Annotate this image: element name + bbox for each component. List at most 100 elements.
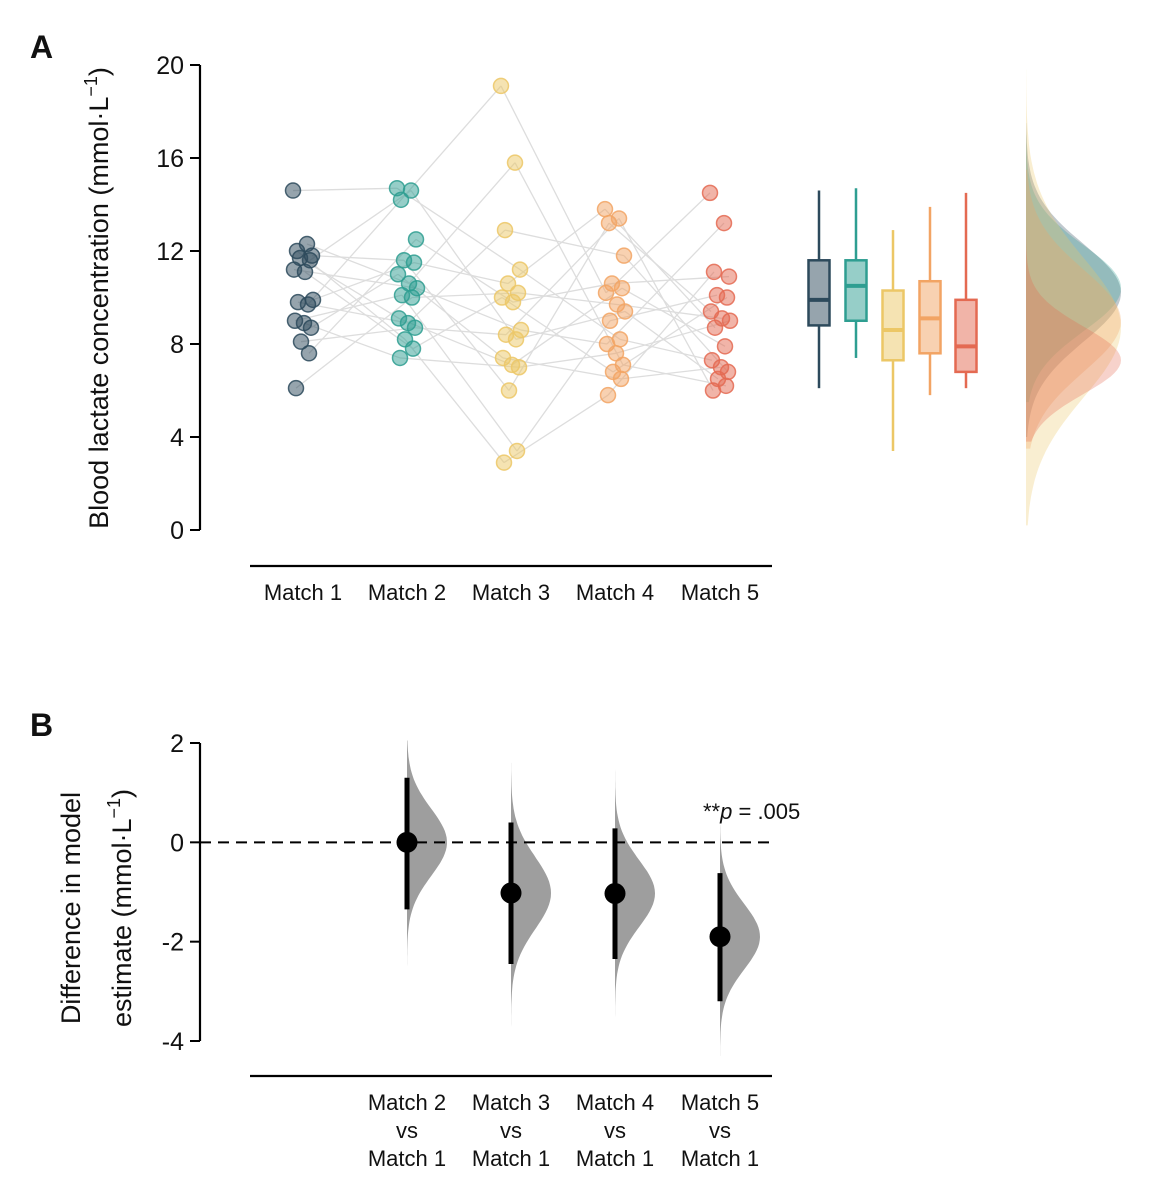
panel-b-intervals (396, 777, 731, 1002)
data-point (292, 333, 310, 350)
pair-line (622, 364, 727, 387)
pair-line (514, 162, 624, 366)
data-point (511, 261, 529, 278)
pair-line (412, 296, 503, 350)
pair-line (408, 162, 516, 284)
pair-line (518, 352, 617, 368)
pair-line (519, 269, 621, 340)
data-point (499, 275, 517, 292)
pair-line (620, 366, 722, 380)
box-iqr (844, 259, 868, 322)
data-point (296, 263, 314, 281)
data-point (721, 312, 739, 329)
data-point (510, 359, 528, 376)
data-point (287, 379, 305, 397)
data-point (496, 221, 514, 239)
y-tick-label: 16 (156, 145, 184, 173)
data-point (299, 296, 317, 313)
panel-a-y-axis-title: Blood lactate concentration (mmol·L−1) (81, 67, 114, 529)
pair-line (511, 287, 623, 366)
pair-line (303, 322, 401, 359)
data-point (302, 319, 320, 336)
data-point (612, 370, 630, 388)
panel-a-x-labels: Match 1 Match 2 Match 3 Match 4 Match 5 (264, 580, 759, 605)
pair-line (516, 320, 611, 452)
posterior-density (407, 740, 447, 967)
pair-line (396, 187, 521, 271)
y-tick-label: 4 (170, 424, 184, 452)
data-point (300, 345, 318, 362)
box-iqr (881, 289, 905, 362)
y-tick-label: -2 (162, 929, 184, 957)
pair-line (410, 190, 517, 340)
pair-line (416, 287, 522, 331)
x-category-label: Match 1 (472, 1146, 550, 1171)
pair-line (606, 222, 725, 345)
pair-line (400, 85, 502, 201)
data-point (389, 266, 407, 283)
pair-line (608, 222, 712, 312)
pair-line (404, 338, 505, 463)
pair-line (605, 192, 711, 294)
pair-line (500, 85, 607, 294)
pair-line (311, 255, 405, 261)
data-point (284, 182, 302, 199)
box-iqr (954, 298, 978, 374)
data-point (405, 254, 423, 271)
data-point (716, 338, 734, 355)
pair-line (414, 327, 507, 336)
y-tick-label: -4 (162, 1028, 184, 1056)
x-category-label: Match 4 (576, 1090, 654, 1115)
y-tick-label: 20 (156, 52, 184, 80)
density-curve (1026, 69, 1121, 526)
x-category-label: vs (396, 1118, 418, 1143)
data-point (616, 303, 634, 320)
pair-line (501, 296, 614, 373)
pair-line (401, 294, 518, 452)
y-tick-label: 0 (170, 829, 184, 857)
panel-a-y-ticks: 0 4 8 12 16 20 (156, 52, 200, 545)
data-point (407, 231, 425, 248)
data-point (613, 279, 631, 297)
x-category-label: Match 1 (264, 580, 342, 605)
data-point (406, 319, 424, 336)
data-point (715, 214, 733, 232)
data-point (495, 454, 513, 471)
pair-line (307, 199, 402, 305)
x-category-label: Match 1 (576, 1146, 654, 1171)
panel-b-posteriors (407, 740, 760, 1056)
point-estimate (604, 882, 626, 904)
data-point (404, 340, 422, 357)
x-category-label: Match 3 (472, 1090, 550, 1115)
p-value-annotation: **p = .005 (703, 799, 800, 824)
x-category-label: Match 4 (576, 580, 654, 605)
pair-line (292, 187, 398, 192)
pair-line (619, 338, 713, 361)
panel-b-label: B (30, 707, 53, 743)
x-category-label: Match 3 (472, 580, 550, 605)
data-point (508, 442, 526, 460)
data-point (392, 191, 410, 209)
posterior-density (615, 765, 655, 1022)
density-curve (1026, 134, 1121, 403)
pair-line (295, 296, 413, 389)
panel-b-y-axis-title-line2: estimate (mmol·L−1) (104, 789, 137, 1027)
data-point (701, 184, 719, 202)
pair-line (399, 357, 520, 368)
data-point (597, 284, 615, 302)
x-category-label: Match 1 (681, 1146, 759, 1171)
box-iqr (807, 259, 831, 327)
data-point (492, 77, 510, 95)
posterior-density (511, 762, 551, 1032)
pair-line (512, 282, 613, 303)
pair-line (618, 218, 714, 391)
point-estimate (709, 926, 731, 948)
y-tick-label: 2 (170, 730, 184, 758)
x-category-label: Match 5 (681, 580, 759, 605)
data-point (720, 268, 738, 285)
data-point (504, 293, 522, 311)
panel-a-pair-lines (292, 85, 731, 464)
